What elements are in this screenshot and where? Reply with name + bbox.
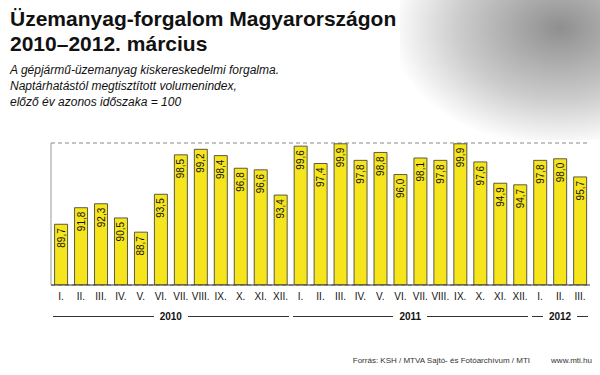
svg-text:98,1: 98,1 [415,162,426,182]
svg-text:IX.: IX. [215,291,227,302]
svg-text:IV.: IV. [355,291,366,302]
svg-text:97,8: 97,8 [435,164,446,184]
svg-text:97,8: 97,8 [535,164,546,184]
html-text:2011: 2011 [399,311,422,322]
svg-text:93,4: 93,4 [275,199,286,219]
html-text:Forrás: KSH / MTVA Sajtó- és F: Forrás: KSH / MTVA Sajtó- és Fotóarchívu… [352,356,530,365]
svg-text:92,3: 92,3 [96,207,107,227]
svg-text:XII.: XII. [513,291,528,302]
svg-text:VII.: VII. [413,291,428,302]
html-text:Üzemanyag-forgalom Magyarorszá: Üzemanyag-forgalom Magyarországon [10,7,397,30]
svg-text:IV.: IV. [115,291,126,302]
html-text:2010: 2010 [159,311,182,322]
svg-text:VII.: VII. [173,291,188,302]
svg-text:I.: I. [537,291,543,302]
svg-text:97,4: 97,4 [315,167,326,187]
svg-text:I.: I. [58,291,64,302]
svg-text:88,7: 88,7 [135,236,146,256]
svg-text:II.: II. [77,291,85,302]
svg-text:93,5: 93,5 [155,198,166,218]
svg-text:95,7: 95,7 [575,180,586,200]
svg-text:VI.: VI. [155,291,167,302]
svg-text:98,4: 98,4 [215,159,226,179]
html-text:A gépjármű-üzemanyag kiskeresk: A gépjármű-üzemanyag kiskereskedelmi for… [10,63,279,77]
svg-text:III.: III. [95,291,106,302]
svg-text:VIII.: VIII. [192,291,210,302]
svg-text:94,9: 94,9 [495,187,506,207]
html-text:2010–2012. március: 2010–2012. március [10,32,208,55]
svg-text:II.: II. [316,291,324,302]
html-text:2012: 2012 [548,311,572,322]
svg-text:V.: V. [376,291,385,302]
svg-text:99,9: 99,9 [455,147,466,167]
svg-text:XII.: XII. [273,291,288,302]
svg-text:IX.: IX. [454,291,466,302]
svg-text:99,2: 99,2 [195,153,206,173]
svg-text:III.: III. [574,291,585,302]
svg-text:98,0: 98,0 [555,162,566,182]
svg-text:94,7: 94,7 [515,188,526,208]
svg-text:96,6: 96,6 [255,173,266,193]
svg-text:99,9: 99,9 [335,147,346,167]
svg-text:98,8: 98,8 [375,156,386,176]
svg-text:XI.: XI. [494,291,506,302]
svg-text:99,6: 99,6 [295,150,306,170]
svg-text:I.: I. [298,291,304,302]
svg-text:96,8: 96,8 [235,172,246,192]
svg-text:96,0: 96,0 [395,178,406,198]
svg-text:V.: V. [137,291,146,302]
svg-text:98,5: 98,5 [175,158,186,178]
svg-text:II.: II. [556,291,564,302]
html-text:Naptárhatástól megtisztított v: Naptárhatástól megtisztított volumeninde… [10,79,237,93]
svg-text:89,7: 89,7 [56,228,67,248]
svg-text:VI.: VI. [394,291,406,302]
svg-text:XI.: XI. [254,291,266,302]
svg-text:97,8: 97,8 [355,164,366,184]
svg-text:X.: X. [236,291,245,302]
svg-text:97,6: 97,6 [475,166,486,186]
html-text:előző év azonos időszaka = 100: előző év azonos időszaka = 100 [10,95,182,109]
svg-text:90,5: 90,5 [115,222,126,242]
svg-text:VIII.: VIII. [431,291,449,302]
html-text:www.mti.hu: www.mti.hu [551,356,592,365]
svg-text:X.: X. [475,291,484,302]
svg-text:III.: III. [335,291,346,302]
svg-text:91,8: 91,8 [76,211,87,231]
